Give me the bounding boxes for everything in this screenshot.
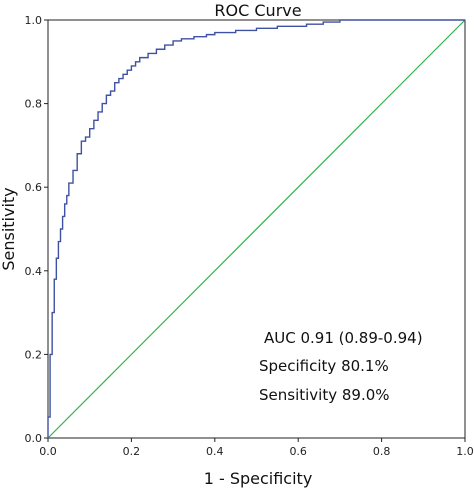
y-tick-label: 0.6 [25, 181, 43, 194]
x-tick-label: 1.0 [456, 445, 474, 458]
y-tick-label: 0.0 [25, 432, 43, 445]
y-tick-label: 0.8 [25, 98, 43, 111]
x-tick-label: 0.4 [206, 445, 224, 458]
x-tick-label: 0.2 [123, 445, 141, 458]
roc-curve-line [47, 19, 465, 438]
x-axis-ticks: 0.0 0.2 0.4 0.6 0.8 1.0 [39, 438, 474, 458]
sensitivity-annotation: Sensitivity 89.0% [259, 386, 390, 404]
x-tick-label: 0.0 [39, 445, 57, 458]
x-axis-label: 1 - Specificity [204, 469, 313, 488]
y-axis-label: Sensitivity [0, 187, 18, 270]
y-tick-label: 0.4 [25, 265, 43, 278]
y-tick-label: 0.2 [25, 348, 43, 361]
x-tick-label: 0.8 [373, 445, 391, 458]
auc-annotation: AUC 0.91 (0.89-0.94) [264, 329, 423, 347]
reference-diagonal-line [47, 19, 466, 439]
y-tick-label: 1.0 [25, 14, 43, 27]
y-axis-ticks: 0.0 0.2 0.4 0.6 0.8 1.0 [25, 14, 48, 445]
specificity-annotation: Specificity 80.1% [259, 357, 389, 375]
chart-title: ROC Curve [214, 1, 301, 20]
x-tick-label: 0.6 [289, 445, 307, 458]
